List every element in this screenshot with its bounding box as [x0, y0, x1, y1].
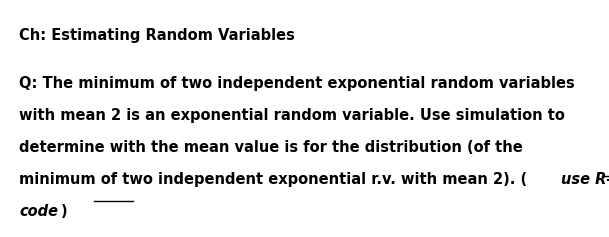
Text: use R-: use R- [561, 172, 609, 187]
Text: determine with the mean value is for the distribution (of the: determine with the mean value is for the… [19, 140, 523, 155]
Text: with mean 2 is an exponential random variable. Use simulation to: with mean 2 is an exponential random var… [19, 108, 565, 123]
Text: ): ) [61, 204, 68, 219]
Text: code: code [19, 204, 58, 219]
Text: Ch: Estimating Random Variables: Ch: Estimating Random Variables [19, 28, 295, 43]
Text: Q: The minimum of two independent exponential random variables: Q: The minimum of two independent expone… [19, 76, 575, 91]
Text: minimum of two independent exponential r.v. with mean 2). (: minimum of two independent exponential r… [19, 172, 527, 187]
